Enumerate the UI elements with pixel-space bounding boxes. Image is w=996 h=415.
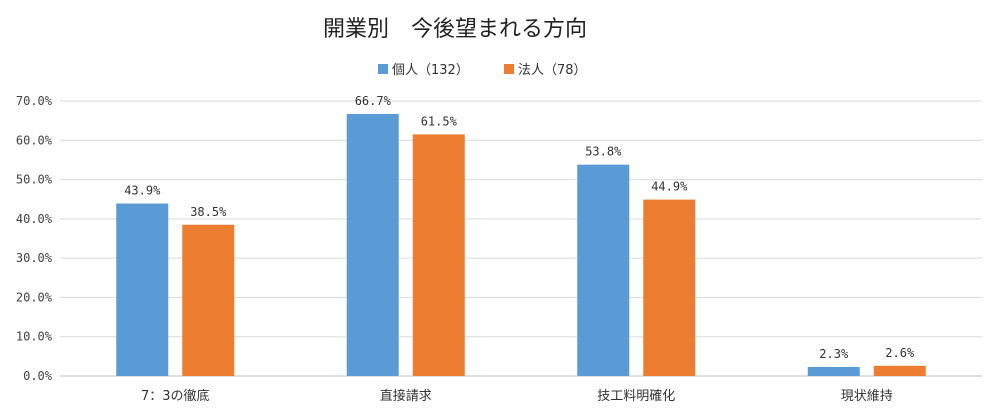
y-tick-label: 30.0% <box>16 251 53 265</box>
data-label: 44.9% <box>651 180 688 194</box>
y-tick-label: 70.0% <box>16 94 53 108</box>
y-tick-label: 10.0% <box>16 330 53 344</box>
data-label: 2.6% <box>885 346 915 360</box>
bar-kojin <box>577 164 630 376</box>
data-label: 43.9% <box>124 184 161 198</box>
x-axis: 7：3の徹底 直接請求 技工料明確化 現状維持 <box>141 388 893 404</box>
x-category-label: 直接請求 <box>380 388 432 404</box>
y-tick-label: 50.0% <box>16 173 53 187</box>
y-axis: 0.0% 10.0% 20.0% 30.0% 40.0% 50.0% 60.0% 70.0% <box>16 94 53 383</box>
y-tick-label: 40.0% <box>16 212 53 226</box>
x-category-label: 技工料明確化 <box>597 388 675 404</box>
data-label: 2.3% <box>819 347 849 361</box>
x-category-label: 7：3の徹底 <box>141 388 210 404</box>
legend-swatch <box>378 64 388 74</box>
y-tick-label: 0.0% <box>23 369 53 383</box>
bar-kojin <box>116 203 169 376</box>
legend-swatch <box>504 64 514 74</box>
chart-title: 開業別 今後望まれる方向 <box>323 17 587 42</box>
data-label: 53.8% <box>585 145 622 159</box>
bar-hojin <box>182 224 235 376</box>
data-label: 61.5% <box>421 114 458 128</box>
data-label: 66.7% <box>355 94 392 108</box>
bar-kojin <box>807 366 860 376</box>
bar-hojin <box>873 365 926 376</box>
y-tick-label: 20.0% <box>16 290 53 304</box>
legend-label: 法人（78） <box>518 63 587 78</box>
legend: 個人（132） 法人（78） <box>378 63 587 78</box>
bar-kojin <box>346 113 399 376</box>
y-tick-label: 60.0% <box>16 133 53 147</box>
data-label: 38.5% <box>190 205 227 219</box>
bars <box>116 113 926 376</box>
x-category-label: 現状維持 <box>841 389 893 404</box>
data-labels: 43.9% 38.5% 66.7% 61.5% 53.8% 44.9% 2.3% 2.6% <box>124 94 915 361</box>
bar-hojin <box>643 199 696 376</box>
legend-label: 個人（132） <box>392 63 469 78</box>
bar-hojin <box>412 134 465 376</box>
